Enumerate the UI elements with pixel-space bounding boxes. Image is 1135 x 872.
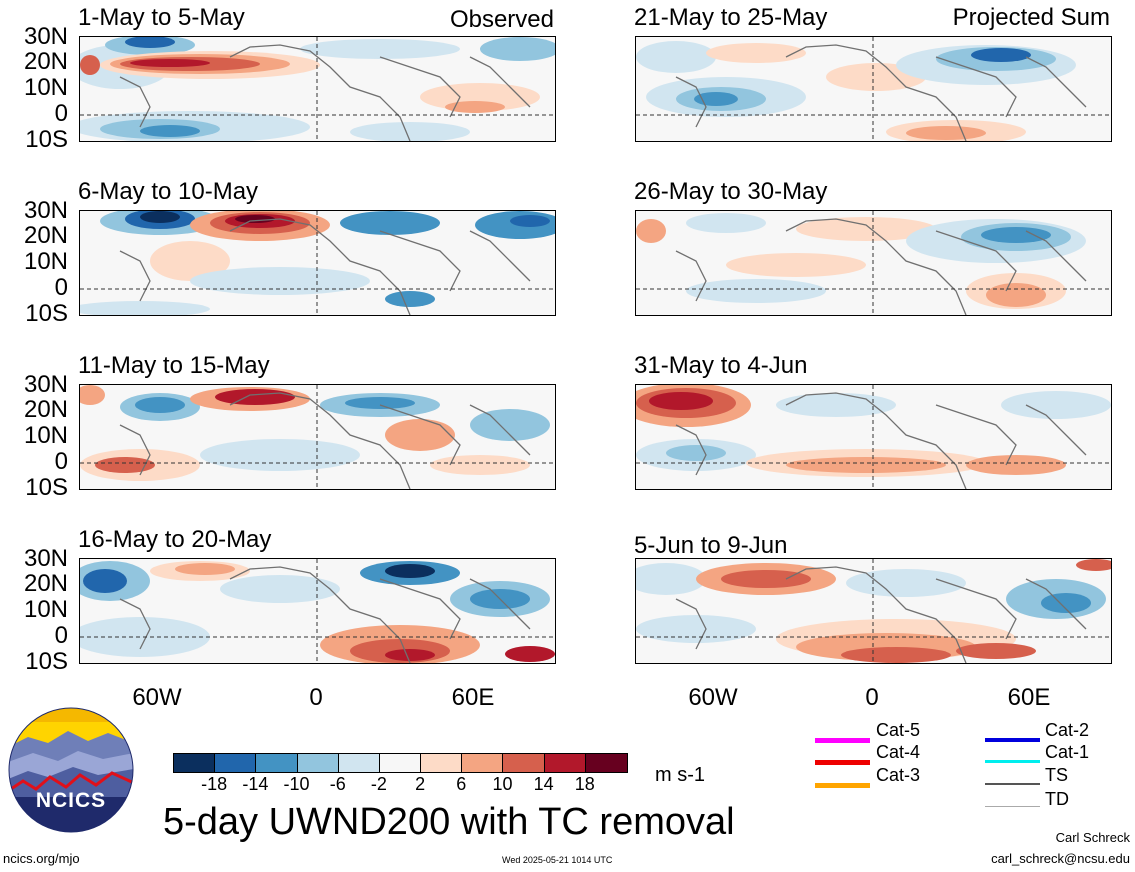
- legend-label-cat4: Cat-4: [876, 742, 921, 762]
- legend-label-td: TD: [1045, 789, 1069, 809]
- map-panel-6: [635, 384, 1112, 490]
- colorbar-swatch: [174, 754, 216, 772]
- colorbar-tick-label: -14: [242, 774, 269, 794]
- legend-label-cat1: Cat-1: [1045, 742, 1090, 762]
- footer-url: ncics.org/mjo: [3, 851, 80, 866]
- panel-label-projected: Projected Sum: [952, 4, 1110, 31]
- lat-label: 0: [54, 622, 68, 649]
- panel-title-4: 26-May to 30-May: [634, 178, 828, 205]
- colorbar-tick-label: -2: [370, 774, 387, 794]
- panel-title-6: 31-May to 4-Jun: [634, 352, 808, 379]
- lat-label: 0: [54, 448, 68, 475]
- map-panel-7: [79, 558, 556, 664]
- colorbar-swatch: [421, 754, 463, 772]
- lon-label: 60W: [688, 684, 738, 711]
- colorbar-swatch: [215, 754, 257, 772]
- panel-title-7: 16-May to 20-May: [78, 526, 272, 553]
- colorbar-swatch: [503, 754, 545, 772]
- colorbar-swatch: [256, 754, 298, 772]
- legend-line-cat5: [815, 738, 870, 743]
- lat-label: 30N: [23, 23, 68, 50]
- lat-label: 10N: [23, 248, 68, 275]
- colorbar-swatch: [462, 754, 504, 772]
- colorbar-units: m s-1: [655, 764, 705, 786]
- lat-label: 20N: [23, 222, 68, 249]
- footer-author: Carl Schreck: [1055, 830, 1130, 845]
- panel-title-5: 11-May to 15-May: [78, 352, 270, 379]
- colorbar-tick-label: -6: [329, 774, 346, 794]
- main-title: 5-day UWND200 with TC removal: [163, 801, 735, 843]
- lat-label: 20N: [23, 48, 68, 75]
- lon-label: 60E: [1007, 684, 1051, 711]
- colorbar-swatch: [544, 754, 586, 772]
- legend-line-cat4: [815, 760, 870, 765]
- map-panel-3: [79, 210, 556, 316]
- map-panel-1: [79, 36, 556, 142]
- lon-label: 60E: [451, 684, 495, 711]
- map-panel-4: [635, 210, 1112, 316]
- colorbar-tick-label: 10: [492, 774, 513, 794]
- lat-label: 10N: [23, 596, 68, 623]
- colorbar-tick-label: 18: [574, 774, 595, 794]
- lat-label: 0: [54, 100, 68, 127]
- lat-label: 20N: [23, 570, 68, 597]
- lat-label: 20N: [23, 396, 68, 423]
- panel-title-2: 21-May to 25-May: [634, 4, 828, 31]
- legend-label-ts: TS: [1045, 765, 1069, 785]
- footer-email: carl_schreck@ncsu.edu: [991, 851, 1130, 866]
- colorbar: [173, 753, 628, 773]
- lon-label: 0: [865, 684, 879, 711]
- map-panel-8: [635, 558, 1112, 664]
- legend-label-cat3: Cat-3: [876, 765, 921, 785]
- legend-line-ts: [985, 783, 1040, 785]
- lat-label: 30N: [23, 371, 68, 398]
- colorbar-ticks: -18 -14 -10 -6 -2 2 6 10 14 18: [173, 774, 626, 796]
- legend-label-cat2: Cat-2: [1045, 720, 1090, 740]
- panel-title-3: 6-May to 10-May: [78, 178, 259, 205]
- colorbar-tick-label: 2: [415, 774, 426, 794]
- ncics-logo: NCICS: [8, 707, 134, 833]
- colorbar-tick-label: 14: [533, 774, 554, 794]
- footer-timestamp: Wed 2025-05-21 1014 UTC: [502, 855, 613, 865]
- legend-line-cat1: [985, 760, 1040, 763]
- colorbar-tick-label: -18: [201, 774, 228, 794]
- legend-line-cat2: [985, 738, 1040, 742]
- map-panel-5: [79, 384, 556, 490]
- logo-text: NCICS: [35, 789, 107, 812]
- legend-line-td: [985, 806, 1040, 807]
- lat-label: 10S: [25, 474, 68, 501]
- lon-label: 0: [309, 684, 323, 711]
- colorbar-swatch: [585, 754, 627, 772]
- colorbar-swatch: [297, 754, 339, 772]
- colorbar-tick-label: 6: [456, 774, 467, 794]
- colorbar-swatch: [338, 754, 380, 772]
- lat-label: 10N: [23, 74, 68, 101]
- panel-title-1: 1-May to 5-May: [78, 4, 245, 31]
- lat-label: 10S: [25, 300, 68, 327]
- legend-label-cat5: Cat-5: [876, 720, 921, 740]
- lat-label: 10N: [23, 422, 68, 449]
- map-panel-2: [635, 36, 1112, 142]
- lat-label: 10S: [25, 648, 68, 675]
- lat-label: 0: [54, 274, 68, 301]
- lat-label: 30N: [23, 545, 68, 572]
- lon-label: 60W: [132, 684, 182, 711]
- colorbar-tick-label: -10: [283, 774, 310, 794]
- lat-label: 10S: [25, 126, 68, 153]
- legend-line-cat3: [815, 783, 870, 788]
- lat-label: 30N: [23, 197, 68, 224]
- panel-label-observed: Observed: [449, 6, 554, 33]
- colorbar-swatch: [379, 754, 422, 772]
- panel-title-8: 5-Jun to 9-Jun: [634, 532, 788, 559]
